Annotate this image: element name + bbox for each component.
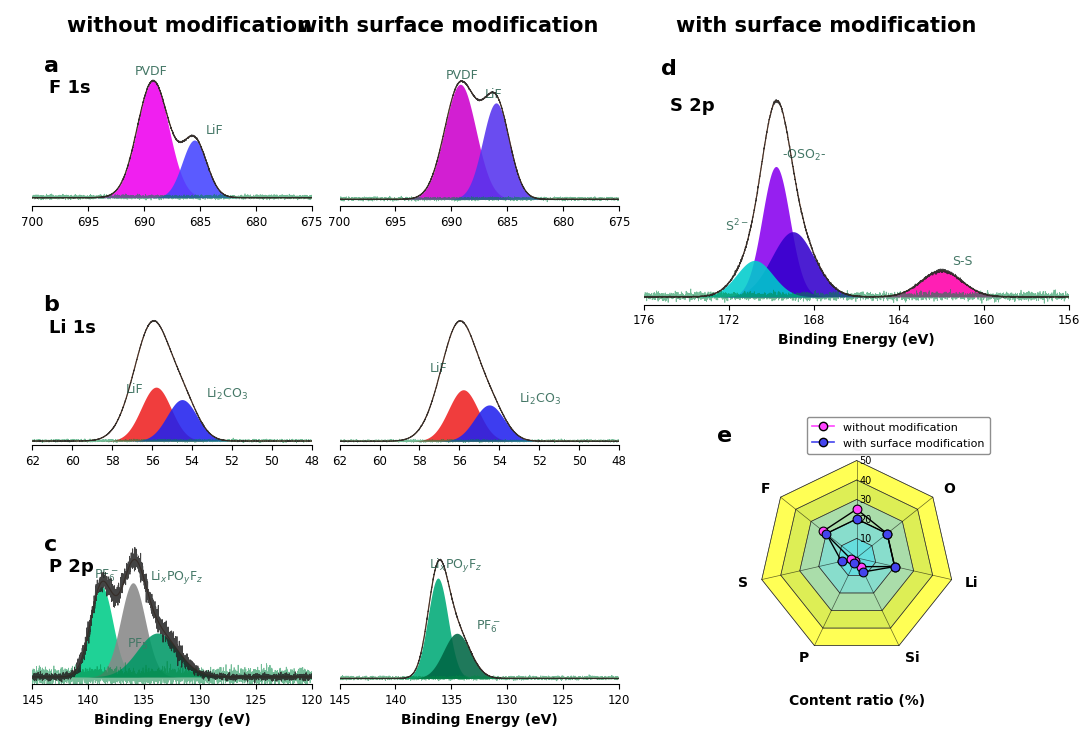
Text: PF$_5$: PF$_5$ <box>127 637 149 652</box>
Text: Li$_x$PO$_y$F$_z$: Li$_x$PO$_y$F$_z$ <box>429 557 482 575</box>
X-axis label: Binding Energy (eV): Binding Energy (eV) <box>779 333 935 347</box>
Point <box>854 566 872 578</box>
Text: -OSO$_2$-: -OSO$_2$- <box>782 147 826 163</box>
Text: P 2p: P 2p <box>50 558 94 576</box>
Text: C: C <box>851 440 862 454</box>
Text: LiF: LiF <box>126 383 144 396</box>
Point <box>886 561 903 573</box>
Point <box>848 513 865 525</box>
Text: Li$_x$PO$_y$F$_z$: Li$_x$PO$_y$F$_z$ <box>150 568 203 587</box>
Text: LiF: LiF <box>485 88 502 101</box>
Text: Content ratio (%): Content ratio (%) <box>788 694 924 708</box>
Point <box>833 556 850 567</box>
Text: a: a <box>43 56 58 76</box>
Text: F 1s: F 1s <box>50 79 91 97</box>
Text: Li: Li <box>964 576 978 590</box>
Text: S$^{2-}$: S$^{2-}$ <box>725 218 748 234</box>
Text: PF$_6^-$: PF$_6^-$ <box>94 567 119 584</box>
Text: Li$_2$CO$_3$: Li$_2$CO$_3$ <box>519 391 562 407</box>
Point <box>847 556 864 567</box>
Text: 30: 30 <box>860 495 872 506</box>
Point <box>818 528 835 539</box>
Polygon shape <box>838 539 876 576</box>
Text: F: F <box>760 481 770 495</box>
Text: Li$_2$CO$_3$: Li$_2$CO$_3$ <box>206 386 248 403</box>
Text: with surface modification: with surface modification <box>676 15 976 35</box>
Text: LiF: LiF <box>430 362 447 375</box>
Text: Si: Si <box>905 651 919 665</box>
Point <box>848 503 865 515</box>
X-axis label: Binding Energy (eV): Binding Energy (eV) <box>401 712 557 726</box>
X-axis label: Binding Energy (eV): Binding Energy (eV) <box>94 712 251 726</box>
Text: with surface modification: with surface modification <box>298 15 598 35</box>
Text: O: O <box>944 481 956 495</box>
Text: b: b <box>43 295 59 316</box>
Text: 40: 40 <box>860 476 872 486</box>
Text: 10: 10 <box>860 534 872 545</box>
Text: LiF: LiF <box>205 124 224 137</box>
Point <box>814 526 832 537</box>
Text: S 2p: S 2p <box>670 97 714 115</box>
Polygon shape <box>781 480 933 628</box>
Point <box>842 553 860 565</box>
Text: Li 1s: Li 1s <box>50 319 96 336</box>
Text: S: S <box>739 576 748 590</box>
Text: PF$_6^-$: PF$_6^-$ <box>476 619 501 635</box>
Polygon shape <box>819 519 894 593</box>
Point <box>878 528 895 539</box>
Point <box>846 557 863 569</box>
Polygon shape <box>761 461 951 645</box>
Point <box>886 561 903 573</box>
Point <box>852 561 869 573</box>
Text: P: P <box>798 651 809 665</box>
Text: c: c <box>43 535 57 555</box>
Text: 50: 50 <box>860 456 872 467</box>
Text: PVDF: PVDF <box>135 66 167 78</box>
Text: 20: 20 <box>860 515 872 525</box>
Legend: without modification, with surface modification: without modification, with surface modif… <box>807 417 990 454</box>
Polygon shape <box>799 500 914 611</box>
Text: S-S: S-S <box>953 255 973 268</box>
Text: without modification: without modification <box>67 15 311 35</box>
Text: PVDF: PVDF <box>446 69 478 82</box>
Text: e: e <box>717 426 732 446</box>
Point <box>878 528 895 539</box>
Text: d: d <box>661 59 677 79</box>
